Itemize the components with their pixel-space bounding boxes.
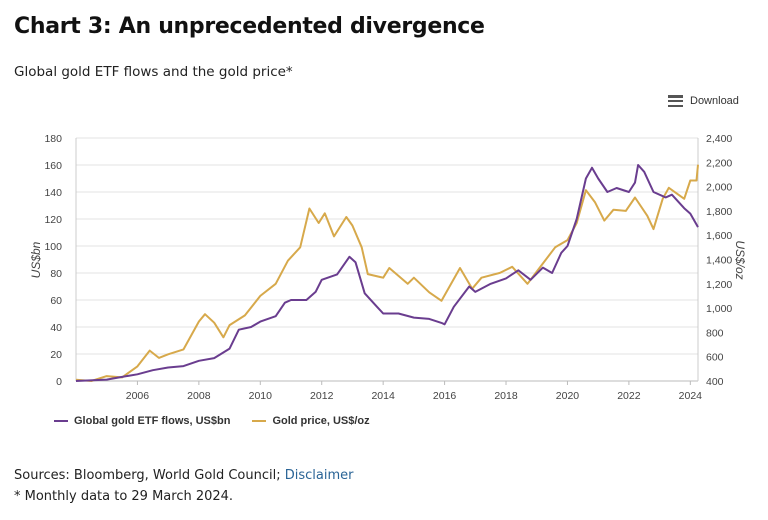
download-button[interactable]: Download [668, 95, 739, 107]
legend-label-gold: Gold price, US$/oz [272, 415, 370, 427]
gold-price-line [75, 164, 699, 382]
legend-label-etf: Global gold ETF flows, US$bn [74, 415, 231, 427]
y2-tick-label: 1,600 [706, 230, 732, 242]
y2-tick-label: 2,200 [706, 157, 732, 169]
sources-text: Sources: Bloomberg, World Gold Council; [14, 468, 281, 483]
y-axis-title: US$bn [29, 241, 43, 278]
y-tick-label: 0 [56, 376, 62, 388]
x-tick-label: 2010 [249, 390, 273, 402]
y-tick-label: 120 [44, 214, 62, 226]
y-tick-label: 80 [50, 268, 62, 280]
x-tick-label: 2006 [126, 390, 150, 402]
x-tick-label: 2024 [679, 390, 703, 402]
sources: Sources: Bloomberg, World Gold Council; … [14, 468, 353, 483]
legend-swatch-etf [54, 420, 68, 422]
y2-tick-label: 2,000 [706, 182, 732, 194]
y2-axis-title: US$/oz [733, 240, 747, 279]
y2-tick-label: 800 [706, 327, 724, 339]
y-tick-label: 160 [44, 160, 62, 172]
x-tick-label: 2008 [187, 390, 211, 402]
x-tick-label: 2012 [310, 390, 334, 402]
chart-title: Chart 3: An unprecedented divergence [14, 14, 485, 39]
footnote: * Monthly data to 29 March 2024. [14, 489, 234, 504]
y-tick-label: 140 [44, 187, 62, 199]
y2-tick-label: 1,400 [706, 255, 732, 267]
disclaimer-link[interactable]: Disclaimer [284, 468, 354, 483]
download-label: Download [690, 95, 739, 107]
x-tick-label: 2022 [617, 390, 641, 402]
y2-tick-label: 2,400 [706, 133, 732, 145]
y2-tick-label: 1,200 [706, 279, 732, 291]
chart-subtitle: Global gold ETF flows and the gold price… [14, 64, 293, 80]
x-tick-label: 2014 [371, 390, 395, 402]
y2-tick-label: 1,000 [706, 303, 732, 315]
y2-tick-label: 600 [706, 352, 724, 364]
y-tick-label: 180 [44, 133, 62, 145]
menu-icon [668, 95, 683, 107]
y-tick-label: 60 [50, 295, 62, 307]
x-tick-label: 2018 [494, 390, 518, 402]
x-tick-label: 2016 [433, 390, 457, 402]
y-tick-label: 20 [50, 349, 62, 361]
y-tick-label: 100 [44, 241, 62, 253]
y2-tick-label: 400 [706, 376, 724, 388]
legend-item-gold[interactable]: Gold price, US$/oz [252, 415, 370, 427]
etf-flows-line [75, 164, 699, 382]
legend-item-etf[interactable]: Global gold ETF flows, US$bn [54, 415, 230, 427]
legend: Global gold ETF flows, US$bn Gold price,… [54, 415, 370, 427]
legend-swatch-gold [252, 420, 267, 422]
x-tick-label: 2020 [556, 390, 580, 402]
y2-tick-label: 1,800 [706, 206, 732, 218]
y-tick-label: 40 [50, 322, 62, 334]
